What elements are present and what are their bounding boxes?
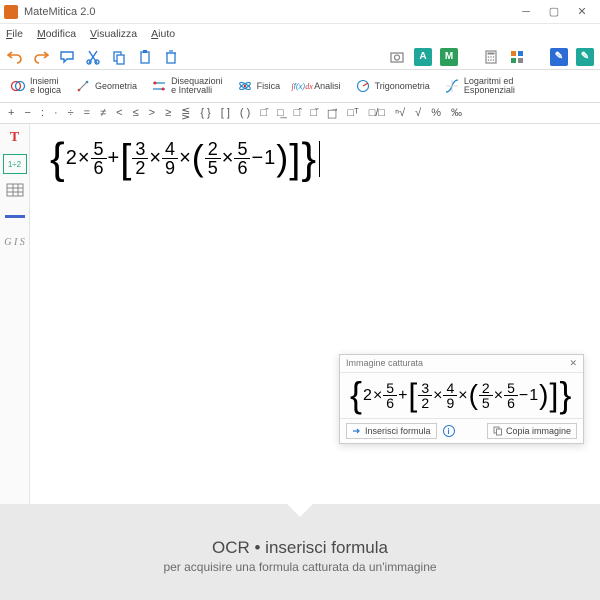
popup-close-icon[interactable]: ✕ [569, 358, 577, 369]
symbol-button[interactable]: □⃗ [327, 107, 337, 120]
symbol-button[interactable]: % [431, 107, 441, 119]
toolbar-main: A M ✎ ✎ [0, 44, 600, 70]
symbol-button[interactable]: ≤ [133, 107, 139, 119]
chat-icon[interactable] [58, 48, 76, 66]
symbol-button[interactable]: ⋚ [181, 107, 190, 120]
menu-aiuto[interactable]: Aiuto [151, 28, 175, 40]
symbol-button[interactable]: □̲ [277, 107, 284, 119]
side-toolbar: T 1÷2 G I S [0, 124, 30, 504]
work-area: T 1÷2 G I S { 2× 56 + [ 32 × 49 × ( 25 ×… [0, 124, 600, 504]
menu-visualizza[interactable]: Visualizza [90, 28, 137, 40]
badge-m[interactable]: M [440, 48, 458, 66]
calc-icon[interactable] [482, 48, 500, 66]
maximize-button[interactable]: ▢ [540, 2, 568, 22]
window-title: MateMitica 2.0 [24, 6, 512, 18]
info-icon[interactable]: i [443, 425, 455, 437]
line-tool[interactable] [3, 206, 27, 226]
symbol-button[interactable]: · [54, 107, 58, 119]
title-bar: MateMitica 2.0 ─ ▢ ✕ [0, 0, 600, 24]
text-tool[interactable]: T [3, 128, 27, 148]
caption-title: OCR • inserisci formula [212, 538, 388, 558]
symbol-button[interactable]: □/□ [369, 107, 385, 119]
copy-image-button[interactable]: Copia immagine [487, 423, 577, 439]
main-formula: { 2× 56 + [ 32 × 49 × ( 25 × 56 −1 ) ] } [50, 140, 580, 177]
symbol-button[interactable]: ( ) [240, 107, 250, 119]
symbol-button[interactable]: ≠ [100, 107, 106, 119]
paste-icon[interactable] [136, 48, 154, 66]
redo-icon[interactable] [32, 48, 50, 66]
log-icon [444, 78, 460, 94]
physics-icon [237, 78, 253, 94]
symbol-button[interactable]: = [84, 107, 90, 119]
app-icon [4, 5, 18, 19]
insert-formula-button[interactable]: Inserisci formula [346, 423, 437, 439]
symbol-button[interactable]: ÷ [68, 107, 74, 119]
symbol-button[interactable]: > [149, 107, 155, 119]
popup-title: Immagine catturata [346, 358, 423, 369]
menu-bar: File Modifica Visualizza Aiuto [0, 24, 600, 44]
geometry-icon [75, 78, 91, 94]
symbol-button[interactable]: [ ] [221, 107, 230, 119]
badge-a[interactable]: A [414, 48, 432, 66]
copy-icon[interactable] [110, 48, 128, 66]
insert-icon [352, 426, 362, 436]
cat-fisica[interactable]: Fisica [231, 76, 287, 96]
caption-subtitle: per acquisire una formula catturata da u… [163, 560, 436, 574]
symbol-button[interactable]: □̌ [310, 107, 317, 119]
grid-icon[interactable] [508, 48, 526, 66]
ratio-tool[interactable]: 1÷2 [3, 154, 27, 174]
capture-popup: Immagine catturata ✕ { 2× 56 + [ 32 × 49… [339, 354, 584, 444]
symbol-button[interactable]: √ [415, 107, 421, 119]
toolbar-symbols: +−: · ÷ = ≠ < ≤ > ≥ ⋚ { } [ ] ( ) □̄ □̲ □̂ □̌ □⃗ □ᵀ □/□ ⁿ√ √%… [0, 102, 600, 124]
menu-file[interactable]: File [6, 28, 23, 40]
close-button[interactable]: ✕ [568, 2, 596, 22]
table-tool[interactable] [3, 180, 27, 200]
capture-icon[interactable] [388, 48, 406, 66]
symbol-button[interactable]: □̄ [260, 107, 267, 119]
undo-icon[interactable] [6, 48, 24, 66]
cat-insiemi[interactable]: Insiemi e logica [4, 75, 67, 97]
symbol-button[interactable]: : [41, 107, 44, 119]
gis-tool[interactable]: G I S [3, 232, 27, 252]
symbol-button[interactable]: □̂ [294, 107, 301, 119]
minimize-button[interactable]: ─ [512, 2, 540, 22]
venn-icon [10, 78, 26, 94]
integral-icon: ∫f(x)dx [294, 78, 310, 94]
copy-small-icon [493, 426, 503, 436]
toolbar-categories: Insiemi e logica Geometria Disequazioni … [0, 70, 600, 102]
symbol-button[interactable]: − [24, 107, 30, 119]
cut-icon[interactable] [84, 48, 102, 66]
symbol-button[interactable]: ‰ [451, 107, 462, 119]
cat-geometria[interactable]: Geometria [69, 76, 143, 96]
delete-icon[interactable] [162, 48, 180, 66]
badge-brush[interactable]: ✎ [576, 48, 594, 66]
symbol-button[interactable]: ⁿ√ [395, 107, 405, 119]
inequality-icon [151, 78, 167, 94]
badge-pencil[interactable]: ✎ [550, 48, 568, 66]
text-cursor [319, 141, 320, 177]
symbol-button[interactable]: ≥ [165, 107, 171, 119]
cat-logaritmi[interactable]: Logaritmi ed Esponenziali [438, 75, 521, 97]
symbol-button[interactable]: { } [200, 107, 210, 119]
cat-trigonometria[interactable]: Trigonometria [349, 76, 436, 96]
trig-icon [355, 78, 371, 94]
symbol-button[interactable]: □ᵀ [347, 107, 358, 119]
popup-formula: { 2× 56 + [ 32 × 49 × ( 25 × 56 −1 ) ] } [350, 381, 573, 410]
menu-modifica[interactable]: Modifica [37, 28, 76, 40]
cat-disequazioni[interactable]: Disequazioni e Intervalli [145, 75, 229, 97]
caption-area: OCR • inserisci formula per acquisire un… [0, 504, 600, 600]
canvas[interactable]: { 2× 56 + [ 32 × 49 × ( 25 × 56 −1 ) ] }… [30, 124, 600, 504]
symbol-button[interactable]: + [8, 107, 14, 119]
cat-analisi[interactable]: ∫f(x)dx Analisi [288, 76, 347, 96]
symbol-button[interactable]: < [116, 107, 122, 119]
